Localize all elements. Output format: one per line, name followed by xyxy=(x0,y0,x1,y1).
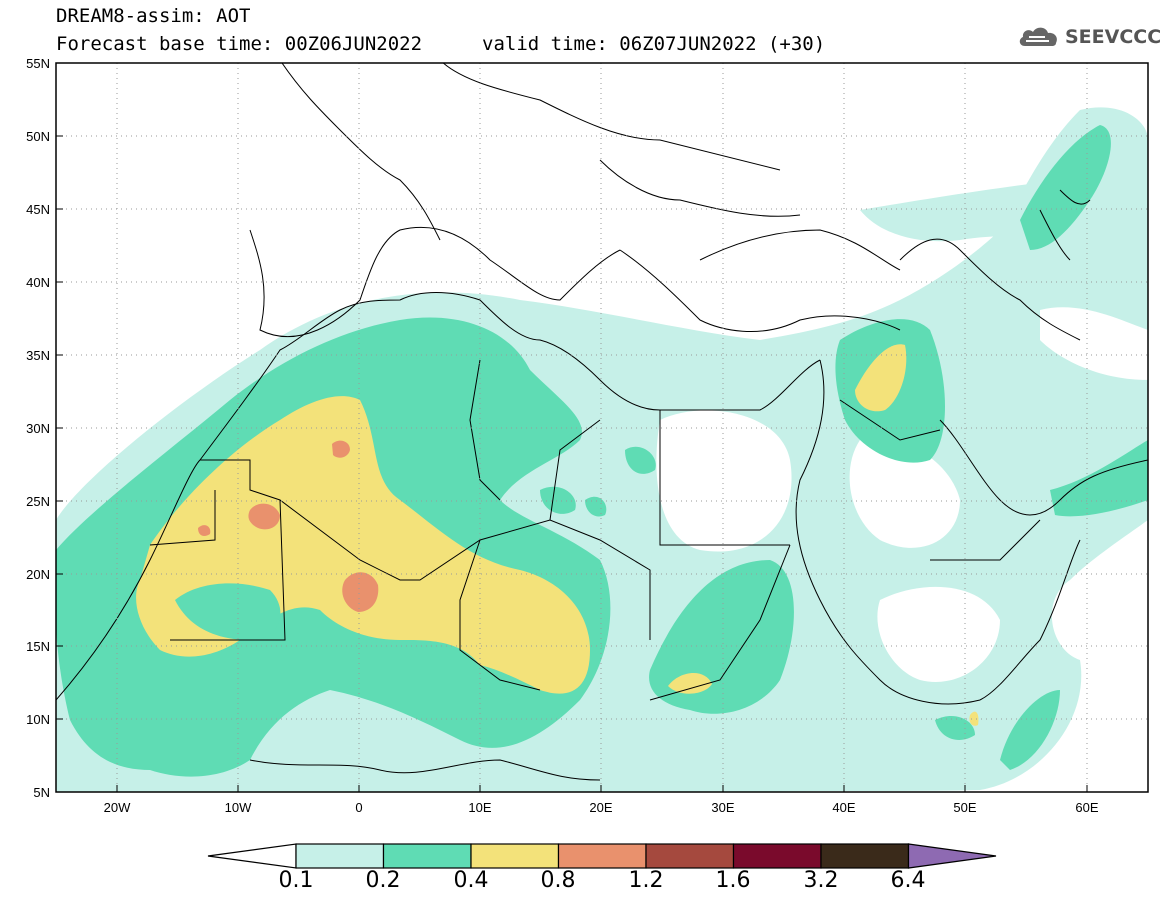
colorbar-label-3.2: 3.2 xyxy=(803,868,839,893)
colorbar-bin-0.4 xyxy=(470,843,560,869)
colorbar-label-0.1: 0.1 xyxy=(278,868,314,893)
lon-label-20w: 20W xyxy=(104,800,131,815)
lon-label-30e: 30E xyxy=(711,800,734,815)
lat-label-15n: 15N xyxy=(26,639,50,654)
lat-label-25n: 25N xyxy=(26,494,50,509)
lat-label-50n: 50N xyxy=(26,129,50,144)
coastlines xyxy=(56,63,1148,781)
lat-label-55n: 55N xyxy=(26,56,50,71)
lon-label-10e: 10E xyxy=(468,800,491,815)
lon-label-50e: 50E xyxy=(953,800,976,815)
lat-label-45n: 45N xyxy=(26,202,50,217)
colorbar-label-1.2: 1.2 xyxy=(628,868,664,893)
colorbar-label-6.4: 6.4 xyxy=(890,868,926,893)
colorbar-label-0.2: 0.2 xyxy=(365,868,401,893)
aot-field-0.8 xyxy=(342,572,379,612)
lon-label-20e: 20E xyxy=(589,800,612,815)
cloud-icon xyxy=(1019,27,1057,46)
colorbar-low-arrow xyxy=(207,843,297,869)
colorbar-label-0.8: 0.8 xyxy=(540,868,576,893)
seevccc-logo: SEEVCCC xyxy=(1017,24,1161,50)
colorbar-bin-0.8 xyxy=(557,843,647,869)
colorbar xyxy=(207,843,997,869)
colorbar-label-1.6: 1.6 xyxy=(715,868,751,893)
colorbar-label-0.4: 0.4 xyxy=(453,868,489,893)
lon-label-0: 0 xyxy=(355,800,362,815)
logo-text: SEEVCCC xyxy=(1065,26,1162,48)
colorbar-bin-1.6 xyxy=(732,843,822,869)
lon-label-10w: 10W xyxy=(225,800,252,815)
lon-ticks xyxy=(116,785,1088,792)
map-title: DREAM8-assim: AOT xyxy=(56,5,251,27)
aot-fields xyxy=(56,107,1148,792)
colorbar-bin-0.1 xyxy=(295,843,385,869)
colorbar-high-arrow xyxy=(907,843,997,869)
forecast-base-time: Forecast base time: 00Z06JUN2022 xyxy=(56,33,423,55)
lat-label-20n: 20N xyxy=(26,567,50,582)
colorbar-bin-0.2 xyxy=(382,843,472,869)
lat-label-30n: 30N xyxy=(26,421,50,436)
lat-ticks xyxy=(56,62,63,793)
valid-time: valid time: 06Z07JUN2022 (+30) xyxy=(482,33,826,55)
lat-label-5n: 5N xyxy=(33,785,50,800)
lat-label-35n: 35N xyxy=(26,348,50,363)
lat-label-40n: 40N xyxy=(26,275,50,290)
gridlines xyxy=(56,63,1148,792)
lon-label-60e: 60E xyxy=(1075,800,1098,815)
colorbar-bin-3.2 xyxy=(820,843,910,869)
lat-label-10n: 10N xyxy=(26,712,50,727)
lon-label-40e: 40E xyxy=(832,800,855,815)
colorbar-bin-1.2 xyxy=(645,843,735,869)
